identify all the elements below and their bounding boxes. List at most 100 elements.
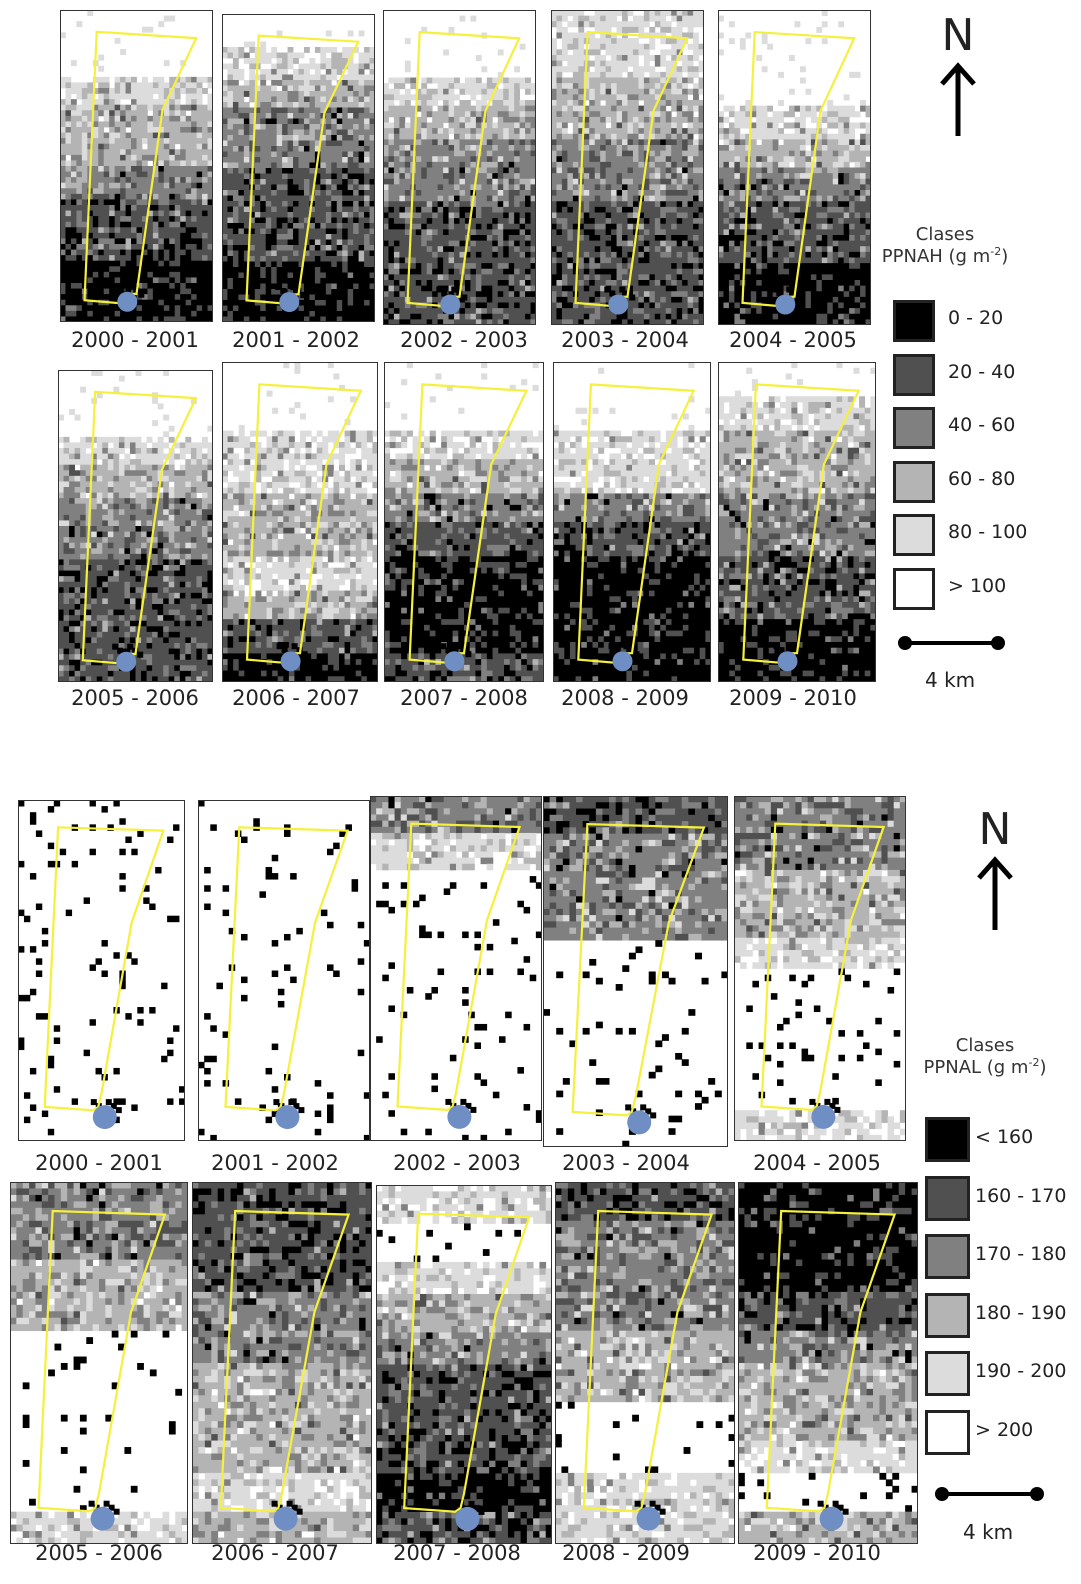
legend-swatch [925,1117,970,1162]
bottom-map-raster-1 [18,800,185,1141]
legend-swatch [893,407,935,449]
panel-period-label: 2007 - 2008 [364,686,564,710]
raster-cells [370,796,542,1141]
legend-class-label: 40 - 60 [948,414,1015,436]
legend-swatch [925,1409,970,1455]
bottom-map-panel-6 [10,1182,188,1544]
legend-class-label: > 100 [948,575,1006,597]
legend-class-label: 0 - 20 [948,307,1003,329]
bottom-map-panel-1 [18,800,185,1141]
legend-swatch [893,353,935,396]
legend-class-label: 190 - 200 [975,1360,1066,1382]
bottom-north-arrow: N [965,808,1025,936]
raster-cells [551,10,704,325]
bottom-scale-bar [935,1487,1044,1501]
bottom-map-raster-10 [738,1182,918,1544]
top-map-raster-3 [383,10,536,325]
bottom-map-panel-5 [734,796,906,1141]
top-scale-bar [898,636,1005,650]
bottom-map-panel-10 [738,1182,918,1544]
legend-swatch [925,1292,970,1338]
legend-class-label: 60 - 80 [948,468,1015,490]
north-arrow-icon [977,856,1013,930]
panel-period-label: 2003 - 2004 [526,1151,726,1175]
panel-period-label: 2006 - 2007 [175,1541,375,1565]
panel-period-label: 2005 - 2006 [35,686,235,710]
panel-period-label: 2002 - 2003 [357,1151,557,1175]
study-area-boundary [43,826,165,1112]
top-map-panel-6 [58,370,213,682]
station-marker [775,294,796,315]
legend-class-label: 80 - 100 [948,521,1027,543]
study-area-boundary [765,1209,897,1513]
station-marker [273,1506,298,1531]
station-marker [444,651,465,672]
study-area-boundary [219,1209,351,1513]
top-map-raster-1 [60,10,213,322]
legend-swatch [893,567,935,610]
bottom-map-panel-9 [555,1182,735,1544]
legend-title-variable: PPNAL (g m-2) [900,1056,1070,1078]
raster-cells [198,800,370,1141]
panel-period-label: 2004 - 2005 [693,328,893,352]
raster-cells [222,30,375,322]
bottom-map-panel-8 [376,1185,552,1544]
legend-title-line: Clases [860,224,1030,245]
station-marker [90,1506,115,1531]
study-area-boundary [224,826,350,1112]
bottom-map-raster-9 [555,1182,735,1544]
bottom-map-raster-3 [370,796,542,1141]
station-marker [116,651,137,672]
north-arrow-icon [940,62,976,136]
legend-class-label: 160 - 170 [975,1185,1066,1207]
top-map-raster-7 [222,362,378,682]
top-map-raster-4 [551,10,704,325]
station-marker [608,294,629,315]
panel-period-label: 2009 - 2010 [693,686,893,710]
bottom-map-raster-7 [192,1182,372,1544]
panel-period-label: 2006 - 2007 [196,686,396,710]
panel-period-label: 2001 - 2002 [175,1151,375,1175]
station-marker [117,291,138,312]
panel-period-label: 2000 - 2001 [35,328,235,352]
panel-period-label: 2007 - 2008 [357,1541,557,1565]
panel-period-label: 2008 - 2009 [525,686,725,710]
bottom-map-raster-4 [543,796,728,1147]
legend-swatch [893,460,935,503]
legend-swatch [893,514,935,556]
legend-swatch [925,1234,970,1279]
station-marker [627,1110,652,1135]
legend-class-label: 170 - 180 [975,1243,1066,1265]
station-marker [777,651,798,672]
raster-cells [555,1182,735,1544]
bottom-map-panel-7 [192,1182,372,1544]
scale-bar-label: 4 km [963,1520,1013,1544]
top-north-arrow: N [928,14,988,142]
station-marker [440,294,461,315]
top-map-panel-7 [222,362,378,682]
top-map-raster-5 [718,10,871,325]
raster-cells [543,796,728,1147]
raster-cells [734,796,906,1141]
bottom-map-raster-5 [734,796,906,1141]
bottom-legend-title: Clases PPNAL (g m-2) [900,1035,1070,1078]
panel-period-label: 2000 - 2001 [0,1151,199,1175]
raster-cells [192,1182,372,1544]
bottom-map-raster-8 [376,1185,552,1544]
raster-cells [718,10,871,325]
station-marker [636,1506,661,1531]
top-map-raster-9 [553,362,711,682]
raster-cells [60,10,213,322]
bottom-map-panel-4 [543,796,728,1147]
raster-cells [384,362,544,682]
station-marker [819,1506,844,1531]
station-marker [275,1105,300,1130]
bottom-map-panel-3 [370,796,542,1141]
study-area-boundary [571,822,706,1117]
bottom-map-raster-2 [198,800,370,1141]
station-marker [92,1105,117,1130]
raster-cells [376,1185,552,1544]
top-map-panel-3 [383,10,536,325]
study-area-boundary [37,1209,167,1513]
top-map-panel-1 [60,10,213,322]
